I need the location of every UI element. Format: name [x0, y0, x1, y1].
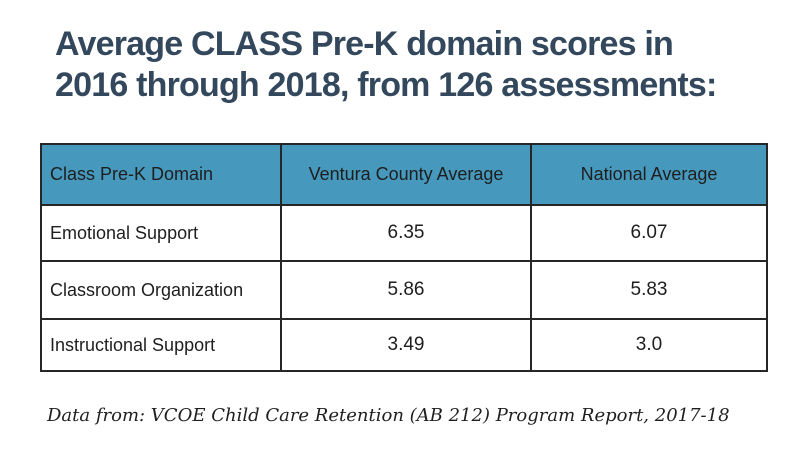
column-header-domain: Class Pre-K Domain	[40, 143, 282, 206]
page-title: Average CLASS Pre-K domain scores in 201…	[55, 24, 779, 106]
table-row: Emotional Support 6.35 6.07	[40, 204, 768, 262]
national-average-value: 5.83	[530, 260, 768, 320]
domain-label: Classroom Organization	[40, 260, 282, 320]
national-average-value: 6.07	[530, 204, 768, 262]
national-average-value: 3.0	[530, 318, 768, 372]
ventura-average-value: 3.49	[280, 318, 532, 372]
domain-label: Emotional Support	[40, 204, 282, 262]
scores-table: Class Pre-K Domain Ventura County Averag…	[40, 143, 768, 372]
page-title-line-1: Average CLASS Pre-K domain scores in	[55, 25, 674, 63]
ventura-average-value: 6.35	[280, 204, 532, 262]
domain-label: Instructional Support	[40, 318, 282, 372]
column-header-national-average: National Average	[530, 143, 768, 206]
data-source-note: Data from: VCOE Child Care Retention (AB…	[47, 405, 730, 426]
table-header-row: Class Pre-K Domain Ventura County Averag…	[40, 143, 768, 206]
table-row: Instructional Support 3.49 3.0	[40, 318, 768, 372]
page-title-line-2: 2016 through 2018, from 126 assessments:	[55, 66, 717, 104]
column-header-ventura-average: Ventura County Average	[280, 143, 532, 206]
ventura-average-value: 5.86	[280, 260, 532, 320]
table-row: Classroom Organization 5.86 5.83	[40, 260, 768, 320]
